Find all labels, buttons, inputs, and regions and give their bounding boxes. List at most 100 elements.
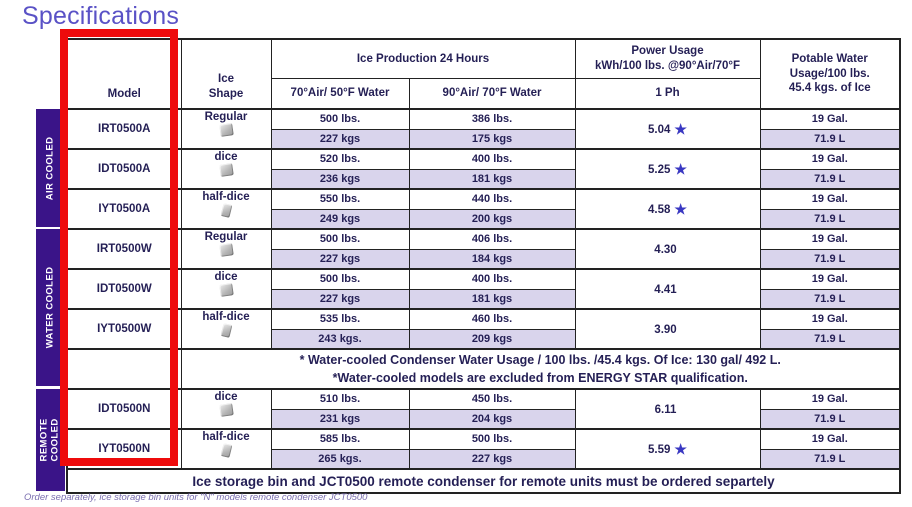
table-row: IYT0500N half-dice 585 lbs. 500 lbs. 5.5… [66, 428, 901, 470]
ice-shape-cell: dice [180, 268, 272, 310]
section-label-remote-cooled: REMOTE COOLED [36, 389, 65, 491]
production-90-lbs-cell: 406 lbs. [408, 228, 576, 250]
energy-star-icon [677, 321, 681, 337]
power-usage-cell: 5.59 ★ [574, 428, 761, 470]
water-gal-cell: 19 Gal. [759, 428, 901, 450]
production-90-lbs-cell: 460 lbs. [408, 308, 576, 330]
ice-shape-line2: Shape [208, 87, 244, 100]
power-value: 5.25 [648, 163, 671, 176]
power-value: 6.11 [654, 404, 677, 416]
column-header-power-usage: Power Usage kWh/100 lbs. @90°Air/70°F [574, 38, 761, 79]
model-cell: IDT0500W [66, 268, 182, 310]
regular-ice-icon [218, 123, 234, 137]
energy-star-icon [677, 241, 681, 257]
column-header-1ph: 1 Ph [574, 77, 761, 110]
production-90-kgs-cell: 181 kgs [408, 288, 576, 310]
power-value: 4.30 [654, 244, 677, 256]
table-row: 227 kgs 184 kgs 71.9 L [67, 248, 901, 270]
model-cell: IRT0500W [66, 228, 182, 270]
production-90-kgs-cell: 181 kgs [408, 168, 576, 190]
production-70-lbs-cell: 510 lbs. [270, 388, 410, 410]
production-70-kgs-cell: 249 kgs [270, 208, 410, 230]
power-usage-cell: 6.11 [574, 388, 761, 430]
potable-line2: Usage/100 lbs. [789, 67, 870, 80]
potable-line1: Potable Water [791, 53, 868, 66]
energy-star-icon [676, 401, 680, 417]
shape-label: Regular [204, 231, 248, 243]
water-note-line2: *Water-cooled models are excluded from E… [332, 371, 748, 385]
water-liters-cell: 71.9 L [759, 328, 901, 350]
shape-label: dice [214, 271, 238, 283]
water-gal-cell: 19 Gal. [759, 108, 901, 130]
model-cell: IYT0500N [66, 428, 182, 470]
energy-star-icon: ★ [674, 160, 687, 177]
table-row: IDT0500W dice 500 lbs. 400 lbs. 4.41 19 … [66, 268, 901, 310]
shape-label: half-dice [202, 311, 250, 323]
energy-star-icon: ★ [674, 440, 687, 457]
power-usage-cell: 4.30 [574, 228, 761, 270]
water-note-line1: * Water-cooled Condenser Water Usage / 1… [299, 352, 781, 367]
ice-shape-cell: Regular [180, 108, 272, 150]
production-70-lbs-cell: 500 lbs. [270, 268, 410, 290]
ice-shape-cell: dice [180, 388, 272, 430]
table-row: 227 kgs 175 kgs 71.9 L [67, 128, 901, 150]
column-header-ice-shape: Ice Shape [180, 38, 272, 110]
section-label-text: WATER COOLED [44, 266, 56, 349]
water-liters-cell: 71.9 L [759, 128, 901, 150]
water-gal-cell: 19 Gal. [759, 308, 901, 330]
ice-shape-cell: half-dice [180, 308, 272, 350]
ice-shape-cell: dice [180, 148, 272, 190]
table-row: 265 kgs. 227 kgs 71.9 L [67, 448, 901, 470]
water-gal-cell: 19 Gal. [759, 388, 901, 410]
specifications-table: Model Ice Shape Ice Production 24 Hours … [66, 38, 901, 494]
shape-label: half-dice [202, 431, 250, 443]
water-gal-cell: 19 Gal. [759, 268, 901, 290]
power-value: 5.04 [648, 123, 671, 136]
production-90-kgs-cell: 175 kgs [408, 128, 576, 150]
production-70-lbs-cell: 535 lbs. [270, 308, 410, 330]
production-70-lbs-cell: 500 lbs. [270, 228, 410, 250]
power-usage-cell: 4.41 [574, 268, 761, 310]
table-row: 243 kgs. 209 kgs 71.9 L [67, 328, 901, 350]
production-90-lbs-cell: 440 lbs. [408, 188, 576, 210]
water-gal-cell: 19 Gal. [759, 188, 901, 210]
column-header-ice-production: Ice Production 24 Hours [270, 38, 576, 79]
table-row: IDT0500N dice 510 lbs. 450 lbs. 6.11 19 … [66, 388, 901, 430]
shape-label: half-dice [202, 191, 250, 203]
power-usage-cell: 5.04 ★ [574, 108, 761, 150]
power-value: 4.41 [654, 284, 677, 296]
production-90-kgs-cell: 200 kgs [408, 208, 576, 230]
column-header-90air: 90°Air/ 70°F Water [408, 77, 576, 110]
production-70-kgs-cell: 243 kgs. [270, 328, 410, 350]
production-70-kgs-cell: 227 kgs [270, 288, 410, 310]
energy-star-icon: ★ [674, 200, 687, 217]
table-row: IYT0500A half-dice 550 lbs. 440 lbs. 4.5… [66, 188, 901, 230]
remote-note-row: Ice storage bin and JCT0500 remote conde… [66, 468, 901, 494]
ice-shape-cell: Regular [180, 228, 272, 270]
production-70-lbs-cell: 550 lbs. [270, 188, 410, 210]
model-cell: IDT0500A [66, 148, 182, 190]
production-90-kgs-cell: 227 kgs [408, 448, 576, 470]
water-gal-cell: 19 Gal. [759, 148, 901, 170]
model-cell: IYT0500A [66, 188, 182, 230]
section-label-text: AIR COOLED [44, 136, 56, 200]
power-value: 4.58 [648, 203, 671, 216]
shape-label: dice [214, 151, 238, 163]
table-row: IRT0500A Regular 500 lbs. 386 lbs. 5.04 ★… [66, 108, 901, 150]
production-90-lbs-cell: 400 lbs. [408, 268, 576, 290]
power-usage-cell: 3.90 [574, 308, 761, 350]
dice-ice-icon [218, 403, 234, 417]
production-90-lbs-cell: 500 lbs. [408, 428, 576, 450]
table-row: 227 kgs 181 kgs 71.9 L [67, 288, 901, 310]
footer-note: Order separately, ice storage bin units … [24, 492, 368, 503]
water-cooled-note: * Water-cooled Condenser Water Usage / 1… [180, 348, 901, 390]
ice-shape-line1: Ice [218, 73, 234, 86]
potable-line3: 45.4 kgs. of Ice [788, 82, 871, 95]
half-dice-ice-icon [220, 323, 232, 338]
production-90-kgs-cell: 184 kgs [408, 248, 576, 270]
table-row: IDT0500A dice 520 lbs. 400 lbs. 5.25 ★ 19… [66, 148, 901, 190]
water-liters-cell: 71.9 L [759, 208, 901, 230]
water-liters-cell: 71.9 L [759, 448, 901, 470]
energy-star-icon: ★ [674, 120, 687, 137]
production-70-lbs-cell: 585 lbs. [270, 428, 410, 450]
